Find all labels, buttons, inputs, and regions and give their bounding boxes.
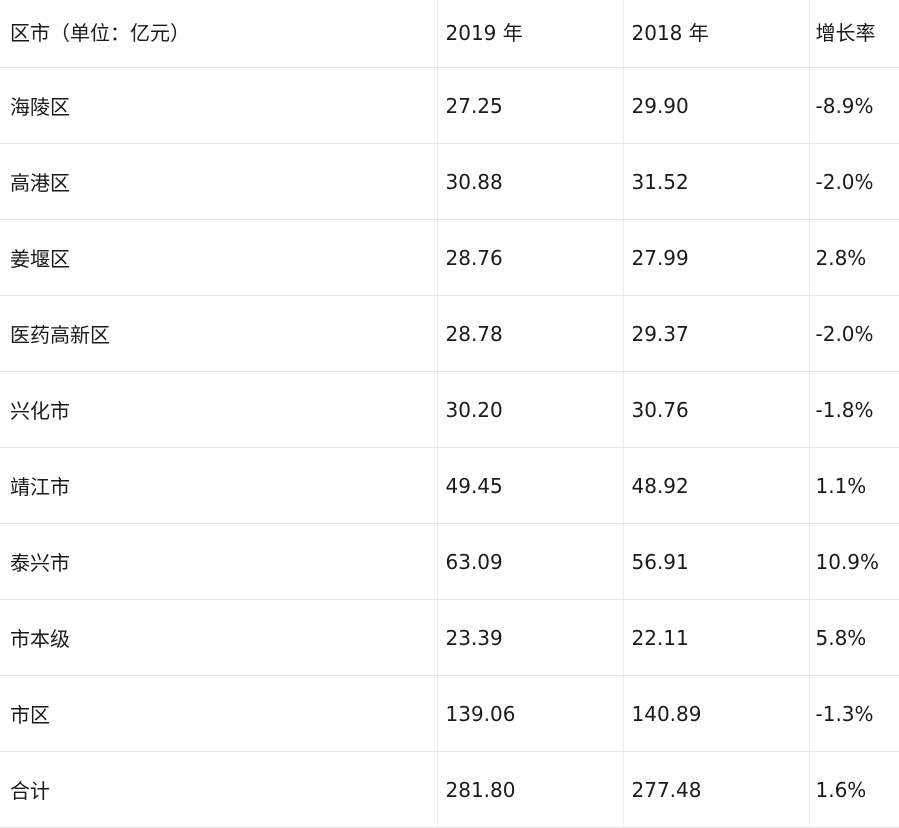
table-header-row: 区市（单位：亿元） 2019 年 2018 年 增长率 bbox=[0, 0, 899, 68]
cell-2019: 28.78 bbox=[437, 295, 624, 372]
table-row-total: 合计 281.80 277.48 1.6% bbox=[0, 751, 899, 828]
cell-growth: -2.0% bbox=[809, 143, 899, 220]
cell-district: 靖江市 bbox=[0, 447, 438, 524]
cell-growth: 2.8% bbox=[809, 219, 899, 296]
cell-2019: 49.45 bbox=[437, 447, 624, 524]
table-row: 高港区 30.88 31.52 -2.0% bbox=[0, 143, 899, 220]
cell-district: 姜堰区 bbox=[0, 219, 438, 296]
cell-2018: 30.76 bbox=[623, 371, 810, 448]
cell-2019: 27.25 bbox=[437, 67, 624, 144]
cell-district: 市本级 bbox=[0, 599, 438, 676]
cell-district: 海陵区 bbox=[0, 67, 438, 144]
cell-2018: 277.48 bbox=[623, 751, 810, 828]
table-row: 市区 139.06 140.89 -1.3% bbox=[0, 675, 899, 752]
header-district: 区市（单位：亿元） bbox=[0, 0, 438, 68]
cell-2018: 56.91 bbox=[623, 523, 810, 600]
cell-district: 市区 bbox=[0, 675, 438, 752]
table-row: 市本级 23.39 22.11 5.8% bbox=[0, 599, 899, 676]
cell-2019: 139.06 bbox=[437, 675, 624, 752]
cell-growth: -1.3% bbox=[809, 675, 899, 752]
cell-growth: 5.8% bbox=[809, 599, 899, 676]
cell-growth: -1.8% bbox=[809, 371, 899, 448]
header-2018: 2018 年 bbox=[623, 0, 810, 68]
table-row: 姜堰区 28.76 27.99 2.8% bbox=[0, 219, 899, 296]
cell-growth: 1.6% bbox=[809, 751, 899, 828]
cell-2018: 27.99 bbox=[623, 219, 810, 296]
cell-district: 合计 bbox=[0, 751, 438, 828]
cell-2019: 30.20 bbox=[437, 371, 624, 448]
cell-growth: 10.9% bbox=[809, 523, 899, 600]
table-row: 海陵区 27.25 29.90 -8.9% bbox=[0, 67, 899, 144]
table-row: 兴化市 30.20 30.76 -1.8% bbox=[0, 371, 899, 448]
cell-growth: -2.0% bbox=[809, 295, 899, 372]
cell-2018: 29.90 bbox=[623, 67, 810, 144]
cell-2018: 31.52 bbox=[623, 143, 810, 220]
cell-2019: 30.88 bbox=[437, 143, 624, 220]
cell-district: 兴化市 bbox=[0, 371, 438, 448]
cell-growth: -8.9% bbox=[809, 67, 899, 144]
table-row: 靖江市 49.45 48.92 1.1% bbox=[0, 447, 899, 524]
table-row: 泰兴市 63.09 56.91 10.9% bbox=[0, 523, 899, 600]
cell-2018: 22.11 bbox=[623, 599, 810, 676]
cell-district: 高港区 bbox=[0, 143, 438, 220]
table-row: 医药高新区 28.78 29.37 -2.0% bbox=[0, 295, 899, 372]
cell-2018: 48.92 bbox=[623, 447, 810, 524]
cell-2019: 281.80 bbox=[437, 751, 624, 828]
cell-2019: 63.09 bbox=[437, 523, 624, 600]
cell-2018: 140.89 bbox=[623, 675, 810, 752]
cell-2018: 29.37 bbox=[623, 295, 810, 372]
cell-district: 医药高新区 bbox=[0, 295, 438, 372]
cell-2019: 23.39 bbox=[437, 599, 624, 676]
cell-2019: 28.76 bbox=[437, 219, 624, 296]
header-2019: 2019 年 bbox=[437, 0, 624, 68]
header-growth-rate: 增长率 bbox=[809, 0, 899, 68]
cell-district: 泰兴市 bbox=[0, 523, 438, 600]
cell-growth: 1.1% bbox=[809, 447, 899, 524]
